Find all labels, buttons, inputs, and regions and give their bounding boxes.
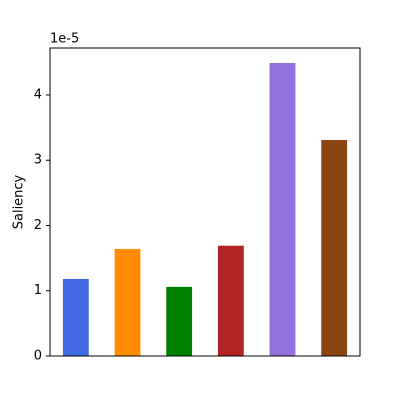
y-tick-label: 1 bbox=[34, 283, 42, 298]
bar bbox=[62, 279, 89, 356]
plot-frame bbox=[49, 47, 361, 357]
bar bbox=[217, 245, 244, 356]
y-tick-label: 0 bbox=[34, 349, 42, 364]
y-axis-label: Saliency bbox=[12, 174, 27, 229]
bar bbox=[321, 140, 348, 356]
bar bbox=[166, 286, 193, 356]
y-tick-label: 2 bbox=[34, 218, 42, 233]
y-tick-label: 4 bbox=[34, 87, 42, 102]
bar bbox=[114, 248, 141, 356]
bar bbox=[269, 63, 296, 356]
y-tick-label: 3 bbox=[34, 153, 42, 168]
y-offset-text: 1e-5 bbox=[50, 32, 79, 47]
